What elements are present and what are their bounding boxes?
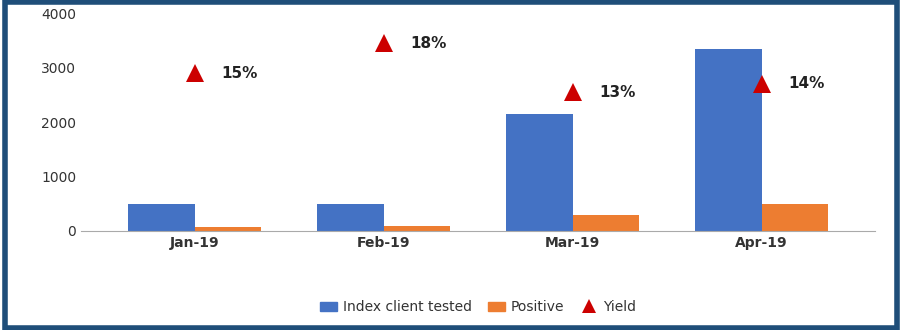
Bar <box>761 204 828 231</box>
Bar <box>128 204 195 231</box>
Bar <box>573 215 639 231</box>
Bar <box>506 114 573 231</box>
Text: 18%: 18% <box>410 36 446 50</box>
Legend: Index client tested, Positive, Yield: Index client tested, Positive, Yield <box>315 295 641 320</box>
Text: 15%: 15% <box>221 66 257 81</box>
Bar <box>195 227 261 231</box>
Text: 14%: 14% <box>788 77 824 91</box>
Bar <box>695 49 761 231</box>
Bar <box>318 204 383 231</box>
Text: 13%: 13% <box>599 85 635 100</box>
Bar <box>383 226 450 231</box>
